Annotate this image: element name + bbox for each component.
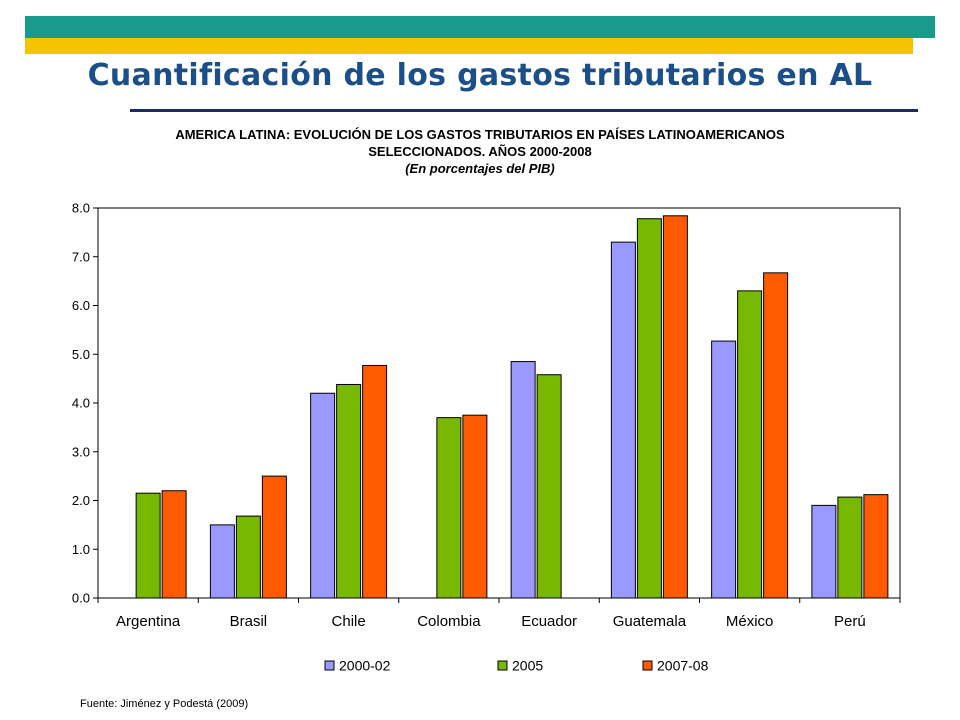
banner-teal-strip xyxy=(25,16,935,38)
chart-title: AMERICA LATINA: EVOLUCIÓN DE LOS GASTOS … xyxy=(60,126,900,177)
bar-2005 xyxy=(135,492,161,599)
y-tick-label: 0.0 xyxy=(72,591,90,606)
x-tick-label: Perú xyxy=(834,613,866,630)
y-tick-label: 1.0 xyxy=(72,542,90,557)
bar-2007-08 xyxy=(863,494,889,599)
bar-2005 xyxy=(837,496,863,599)
bar-2007-08 xyxy=(662,215,688,599)
bar-2005 xyxy=(235,515,261,599)
x-tick-label: Chile xyxy=(332,613,366,630)
bar-2005 xyxy=(336,383,362,599)
bar-2000-02 xyxy=(510,361,536,599)
bar-2005 xyxy=(636,218,662,599)
bar-2005 xyxy=(436,417,462,599)
x-tick-label: Brasil xyxy=(230,613,268,630)
legend-label: 2000-02 xyxy=(339,658,391,674)
y-tick-label: 3.0 xyxy=(72,444,90,459)
y-tick-label: 8.0 xyxy=(72,201,90,216)
bar-2005 xyxy=(536,374,562,599)
legend-swatch xyxy=(497,660,508,671)
legend-label: 2005 xyxy=(512,658,543,674)
y-tick-label: 4.0 xyxy=(72,396,90,411)
bar-2005 xyxy=(737,290,763,599)
bar-2007-08 xyxy=(161,490,187,599)
bar-2000-02 xyxy=(310,392,336,599)
bar-2007-08 xyxy=(261,475,287,599)
legend-label: 2007-08 xyxy=(657,658,709,674)
slide-title: Cuantificación de los gastos tributarios… xyxy=(87,58,873,93)
source-note: Fuente: Jiménez y Podestá (2009) xyxy=(80,698,249,710)
bar-2000-02 xyxy=(610,241,636,599)
chart-title-line1: AMERICA LATINA: EVOLUCIÓN DE LOS GASTOS … xyxy=(175,127,785,142)
x-tick-label: Ecuador xyxy=(521,613,577,630)
title-underline xyxy=(130,109,918,112)
x-tick-label: Guatemala xyxy=(613,613,687,630)
bar-2000-02 xyxy=(209,524,235,599)
y-tick-label: 7.0 xyxy=(72,249,90,264)
chart-subtitle: (En porcentajes del PIB) xyxy=(405,161,555,176)
legend-swatch xyxy=(324,660,335,671)
bar-2000-02 xyxy=(811,504,837,599)
legend-swatch xyxy=(642,660,653,671)
y-tick-label: 6.0 xyxy=(72,298,90,313)
x-tick-label: Argentina xyxy=(116,613,181,630)
bar-2000-02 xyxy=(711,340,737,599)
y-tick-label: 2.0 xyxy=(72,493,90,508)
banner-yellow-strip xyxy=(25,38,913,54)
y-tick-label: 5.0 xyxy=(72,347,90,362)
bar-2007-08 xyxy=(763,272,789,599)
bar-2007-08 xyxy=(462,414,488,599)
chart-title-line2: SELECCIONADOS. AÑOS 2000-2008 xyxy=(368,144,592,159)
x-tick-label: Colombia xyxy=(417,613,481,630)
bar-2007-08 xyxy=(362,364,388,599)
x-tick-label: México xyxy=(726,613,774,630)
